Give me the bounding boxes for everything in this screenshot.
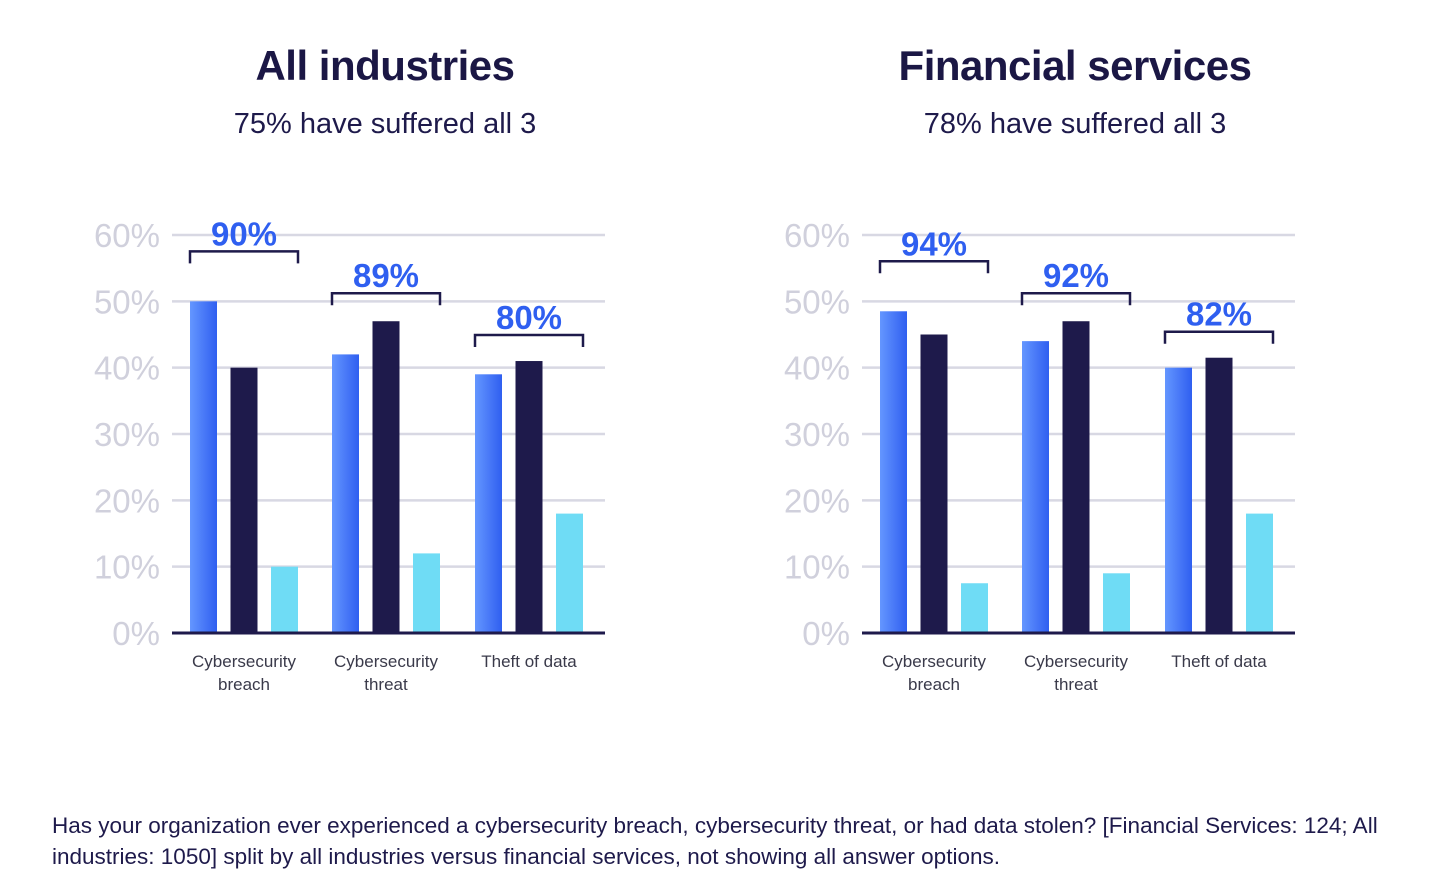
- bracket-label: 82%: [1186, 296, 1252, 333]
- x-category-label: Theft of data: [1171, 652, 1267, 671]
- bar-navy: [515, 361, 543, 633]
- y-tick-label: 60%: [94, 217, 160, 254]
- bracket-label: 80%: [496, 299, 562, 336]
- bar-navy: [372, 321, 400, 633]
- chart-subtitle: 75% have suffered all 3: [233, 108, 537, 140]
- bar-cyan: [413, 553, 440, 633]
- chart-title: All industries: [255, 42, 515, 89]
- bar-cyan: [556, 513, 583, 633]
- bar-blue: [1022, 341, 1049, 633]
- bar-navy: [1205, 357, 1233, 633]
- bar-blue: [475, 374, 502, 633]
- bar-navy: [1062, 321, 1090, 633]
- chart-subtitle: 78% have suffered all 3: [923, 108, 1227, 140]
- bracket: [188, 250, 300, 264]
- y-tick-label: 50%: [784, 283, 850, 320]
- bracket: [330, 291, 442, 306]
- bar-cyan: [1103, 573, 1130, 633]
- bracket: [1020, 291, 1132, 306]
- bar-chart-all-industries: 0% 10% 20% 30% 40% 50% 60% 90% Cybersecurity brea…: [94, 215, 605, 694]
- y-tick-label: 40%: [784, 350, 850, 387]
- x-category-label: Cybersecurity: [192, 652, 296, 671]
- bar-cyan: [961, 583, 988, 633]
- bar-blue: [1165, 367, 1192, 633]
- y-tick-label: 60%: [784, 217, 850, 254]
- y-tick-label: 10%: [94, 549, 160, 586]
- bar-blue: [880, 311, 907, 633]
- bar-blue: [190, 301, 217, 633]
- y-tick-label: 20%: [94, 482, 160, 519]
- footnote: Has your organization ever experienced a…: [52, 813, 1378, 869]
- x-category-label: Cybersecurity: [334, 652, 438, 671]
- bracket-label: 90%: [211, 215, 277, 252]
- y-tick-label: 40%: [94, 350, 160, 387]
- bracket: [473, 333, 585, 348]
- bar-cyan: [1246, 513, 1273, 633]
- bracket: [878, 260, 990, 274]
- bracket: [1163, 330, 1275, 344]
- bracket-label: 94%: [901, 225, 967, 262]
- bar-navy: [920, 334, 948, 633]
- bar-navy: [230, 367, 258, 633]
- x-category-label: threat: [364, 675, 408, 694]
- chart-panel-financial-services: Financial services 78% have suffered all…: [725, 0, 1425, 760]
- y-tick-label: 20%: [784, 482, 850, 519]
- x-category-label: Cybersecurity: [1024, 652, 1128, 671]
- x-category-label: Theft of data: [481, 652, 577, 671]
- bar-chart-financial-services: 0% 10% 20% 30% 40% 50% 60% 94% Cybersecurity brea…: [784, 217, 1295, 694]
- bar-cyan: [271, 566, 298, 633]
- x-category-label: breach: [908, 675, 960, 694]
- x-category-label: Cybersecurity: [882, 652, 986, 671]
- y-tick-label: 0%: [802, 615, 850, 652]
- y-tick-label: 10%: [784, 549, 850, 586]
- chart-title: Financial services: [898, 42, 1252, 89]
- y-tick-label: 30%: [94, 416, 160, 453]
- bar-blue: [332, 354, 359, 633]
- y-tick-label: 30%: [784, 416, 850, 453]
- bracket-label: 92%: [1043, 257, 1109, 294]
- bracket-label: 89%: [353, 257, 419, 294]
- chart-panel-all-industries: All industries 75% have suffered all 3 0…: [35, 0, 735, 760]
- x-category-label: threat: [1054, 675, 1098, 694]
- y-tick-label: 0%: [112, 615, 160, 652]
- y-tick-label: 50%: [94, 283, 160, 320]
- x-category-label: breach: [218, 675, 270, 694]
